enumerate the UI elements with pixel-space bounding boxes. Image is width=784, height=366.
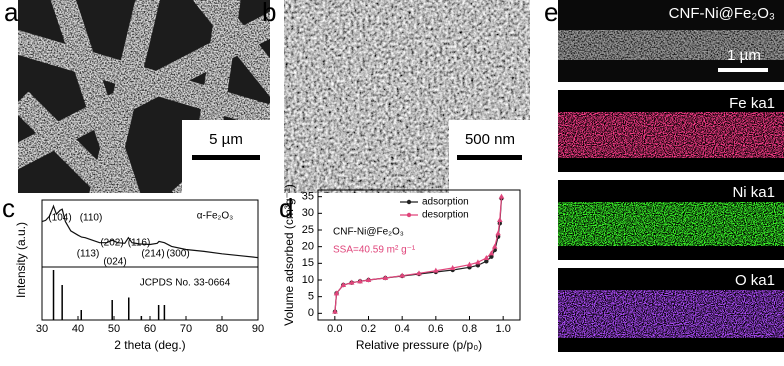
y-tick-label: 0: [308, 307, 314, 319]
peak-label: (110): [80, 213, 103, 224]
eds-map-fe: [558, 90, 784, 172]
x-tick-label: 90: [252, 323, 264, 335]
marker: [332, 308, 338, 314]
y-tick-label: 35: [302, 191, 314, 203]
plot-frame: [317, 189, 521, 321]
y-tick-label: 20: [302, 241, 314, 253]
marker: [488, 250, 495, 256]
marker: [483, 255, 490, 260]
marker: [489, 254, 494, 259]
marker: [498, 193, 505, 199]
legend-marker: [406, 212, 412, 218]
x-tick-label: 0.8: [462, 323, 477, 335]
marker: [466, 261, 473, 267]
x-tick-label: 0.2: [361, 323, 376, 335]
y-tick-label: 10: [302, 274, 314, 286]
y-axis-label: Volume adsorbed (cm³g⁻¹): [282, 184, 296, 326]
y-axis-label: Intensity (a.u.): [14, 222, 28, 298]
y-tick-label: 30: [302, 207, 314, 219]
x-axis-label: 2 theta (deg.): [114, 338, 185, 352]
marker: [416, 270, 422, 276]
y-tick-label: 15: [302, 257, 314, 269]
scale-bar-label: 500 nm: [465, 131, 515, 148]
marker: [382, 275, 389, 280]
panel-label: b: [262, 0, 276, 27]
eds-map-ni: [558, 180, 784, 260]
peak-label: (104): [48, 213, 71, 224]
y-tick-label: 5: [308, 291, 314, 303]
sem-image-a: [18, 0, 270, 193]
panel-label: e: [544, 0, 558, 27]
ssa-annotation: SSA=40.59 m² g⁻¹: [333, 245, 416, 256]
peak-label: (214): [141, 249, 164, 260]
x-tick-label: 50: [108, 323, 120, 335]
marker: [484, 259, 489, 264]
marker: [333, 290, 340, 296]
panel-label: a: [4, 0, 19, 27]
peak-label: (202): [100, 238, 123, 249]
marker: [357, 278, 363, 284]
marker: [365, 277, 372, 282]
eds-map-o: [558, 268, 784, 352]
legend-label: desorption: [422, 210, 469, 221]
legend-marker: [406, 199, 412, 205]
phase-label: α-Fe₂O₃: [197, 211, 234, 222]
reference-label: JCPDS No. 33-0664: [140, 278, 231, 289]
peak-label: (024): [103, 257, 126, 268]
sem-image-b: [284, 0, 530, 193]
sample-label: CNF-Ni@Fe₂O₃: [333, 227, 404, 238]
marker: [495, 230, 501, 236]
legend-label: adsorption: [422, 197, 469, 208]
x-tick-label: 30: [36, 323, 48, 335]
marker: [491, 243, 498, 249]
x-tick-label: 0.4: [395, 323, 410, 335]
x-tick-label: 0.0: [327, 323, 342, 335]
scale-bar-label: 5 µm: [209, 131, 243, 148]
panel-label: c: [2, 193, 15, 223]
marker: [449, 265, 456, 270]
xrd-line: [41, 204, 259, 259]
marker: [475, 259, 481, 265]
x-tick-label: 70: [180, 323, 192, 335]
peak-label: (300): [166, 249, 189, 260]
x-tick-label: 60: [144, 323, 156, 335]
x-tick-label: 1.0: [496, 323, 511, 335]
y-tick-label: 25: [302, 224, 314, 236]
sem-image-e: [558, 0, 784, 82]
x-axis-label: Relative pressure (p/p₀): [356, 338, 482, 352]
marker: [497, 217, 503, 222]
sample-label: CNF-Ni@Fe₂O₃: [669, 5, 775, 22]
x-tick-label: 80: [216, 323, 228, 335]
x-tick-label: 40: [72, 323, 84, 335]
scale-bar-label: 1 µm: [727, 47, 761, 64]
marker: [348, 279, 355, 285]
peak-label: (116): [128, 238, 151, 249]
map-label: Ni ka1: [732, 184, 775, 201]
map-label: O ka1: [735, 272, 775, 289]
x-tick-label: 0.6: [428, 323, 443, 335]
panel-label: d: [279, 193, 293, 223]
map-label: Fe ka1: [729, 95, 775, 112]
peak-label: (113): [77, 249, 100, 260]
marker: [433, 267, 439, 273]
marker: [340, 282, 347, 287]
marker: [399, 272, 405, 278]
